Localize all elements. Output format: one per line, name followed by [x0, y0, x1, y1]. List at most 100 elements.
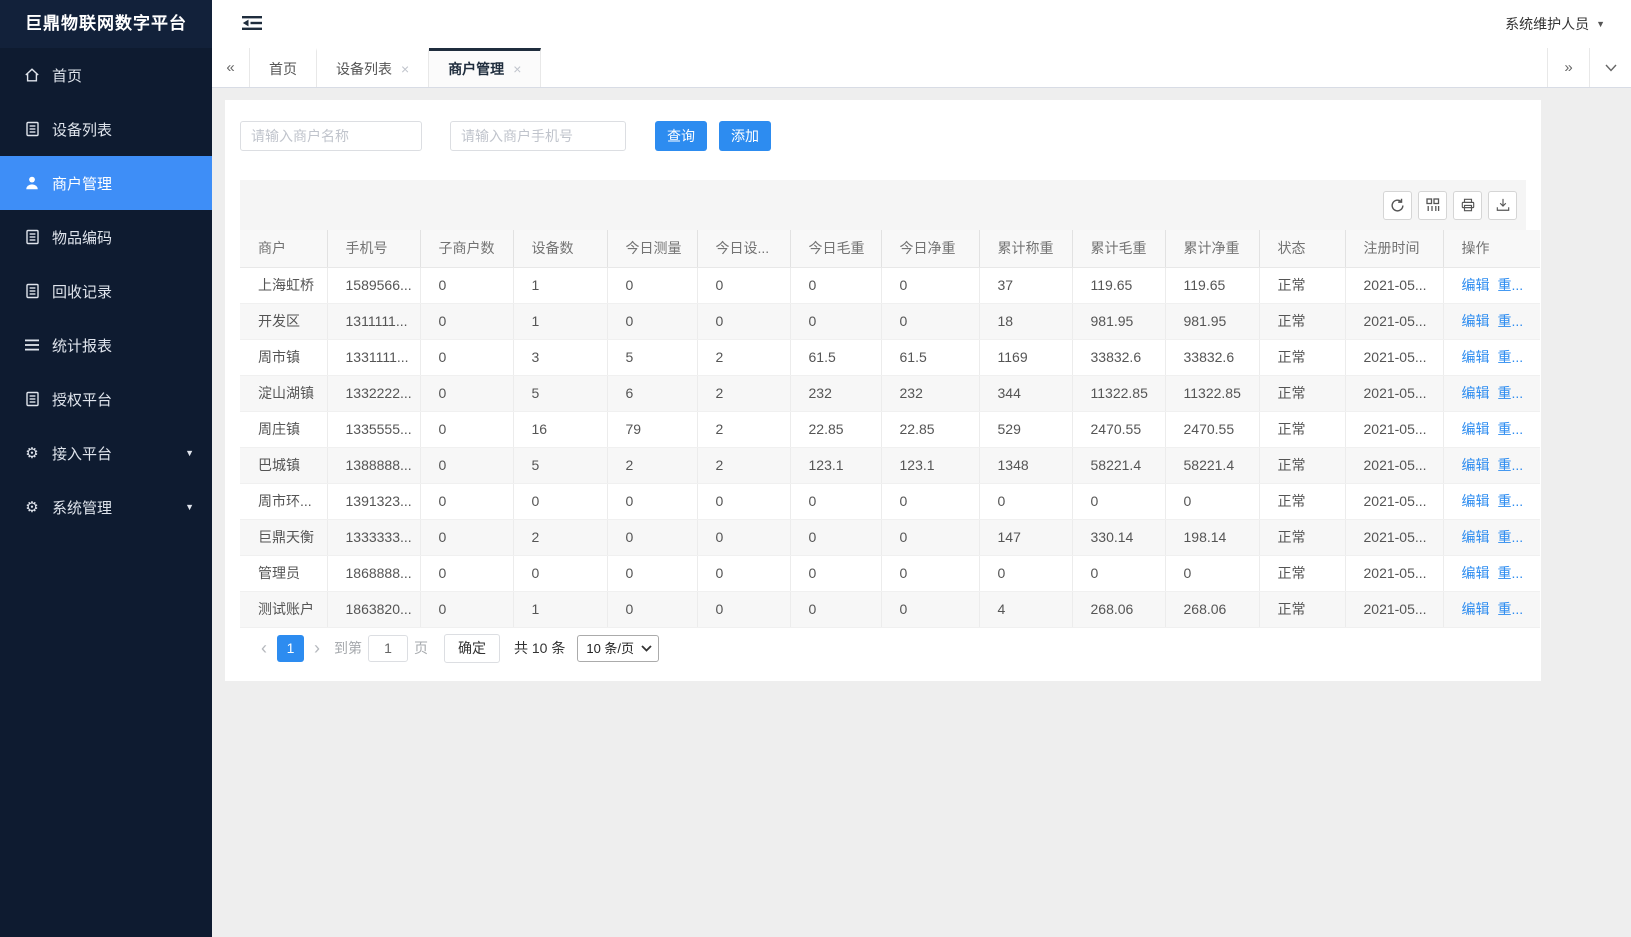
table-cell: 0 [1165, 483, 1260, 520]
refresh-button[interactable] [1383, 190, 1412, 220]
table-cell: 1332222... [327, 375, 421, 412]
edit-link[interactable]: 编辑 [1461, 601, 1490, 617]
page-size-select[interactable]: 10 条/页 [577, 634, 660, 662]
table-cell: 0 [790, 519, 882, 556]
tab-device-list[interactable]: 设备列表 × [317, 48, 430, 87]
table-cell: 18 [979, 303, 1073, 340]
reset-link[interactable]: 重... [1497, 421, 1524, 437]
reset-link[interactable]: 重... [1497, 493, 1524, 509]
table-toolbar [240, 180, 1526, 230]
table-cell: 0 [420, 447, 514, 484]
table-cell: 上海虹桥 [240, 267, 328, 304]
table-cell: 周庄镇 [240, 411, 328, 448]
table-cell: 2021-05... [1345, 267, 1444, 304]
edit-link[interactable]: 编辑 [1461, 277, 1490, 293]
table-row: 测试账户 1863820... 0 1 0 0 0 0 4 268.06 268.06 正常 2021-… [240, 591, 1540, 628]
pagination-next-button[interactable]: › [306, 638, 328, 659]
table-cell: 0 [979, 555, 1073, 592]
toggle-columns-button[interactable] [1418, 190, 1447, 220]
close-icon[interactable]: × [401, 61, 410, 77]
edit-link[interactable]: 编辑 [1461, 457, 1490, 473]
actions-cell: 编辑 重... [1443, 591, 1540, 628]
pagination-page-1-button[interactable]: 1 [277, 634, 304, 662]
table-cell: 0 [1165, 555, 1260, 592]
edit-link[interactable]: 编辑 [1461, 565, 1490, 581]
table-cell: 2470.55 [1165, 411, 1260, 448]
goto-confirm-button[interactable]: 确定 [444, 633, 500, 663]
table-cell: 0 [881, 303, 980, 340]
table-cell: 1388888... [327, 447, 421, 484]
edit-link[interactable]: 编辑 [1461, 349, 1490, 365]
reset-link[interactable]: 重... [1497, 529, 1524, 545]
table-row: 上海虹桥 1589566... 0 1 0 0 0 0 37 119.65 119.65 正常 2021… [240, 267, 1540, 304]
table-cell: 58221.4 [1165, 447, 1260, 484]
reset-link[interactable]: 重... [1497, 565, 1524, 581]
tab-home[interactable]: 首页 [250, 48, 317, 87]
pagination-prev-button[interactable]: ‹ [253, 638, 275, 659]
table-cell: 1 [513, 267, 608, 304]
actions-cell: 编辑 重... [1443, 519, 1540, 556]
column-header: 累计净重 [1165, 230, 1260, 268]
sidebar-item-authorized-platform[interactable]: 授权平台 [0, 372, 212, 426]
tabs-menu-button[interactable] [1589, 48, 1631, 87]
sidebar-item-label: 首页 [52, 67, 83, 85]
table-cell: 2021-05... [1345, 483, 1444, 520]
table-cell: 11322.85 [1072, 375, 1166, 412]
user-menu[interactable]: 系统维护人员 ▼ [1505, 14, 1605, 34]
table-cell: 147 [979, 519, 1073, 556]
query-button[interactable]: 查询 [655, 121, 707, 151]
table-cell: 0 [420, 303, 514, 340]
sidebar-collapse-button[interactable] [242, 15, 262, 34]
edit-link[interactable]: 编辑 [1461, 421, 1490, 437]
sidebar-item-device-list[interactable]: 设备列表 [0, 102, 212, 156]
export-button[interactable] [1488, 190, 1517, 220]
sidebar-item-system-management[interactable]: ⚙ 系统管理 ▼ [0, 480, 212, 534]
sidebar-item-statistics-report[interactable]: 统计报表 [0, 318, 212, 372]
sidebar-item-item-code[interactable]: 物品编码 [0, 210, 212, 264]
edit-link[interactable]: 编辑 [1461, 385, 1490, 401]
sidebar-item-recycle-records[interactable]: 回收记录 [0, 264, 212, 318]
tabs-scroll-right-button[interactable]: » [1547, 48, 1589, 87]
merchant-phone-input[interactable] [450, 121, 626, 151]
table-cell: 0 [790, 591, 882, 628]
caret-down-icon: ▼ [1596, 19, 1605, 29]
sidebar-item-home[interactable]: 首页 [0, 48, 212, 102]
table-cell: 2021-05... [1345, 339, 1444, 376]
table-cell: 2 [697, 447, 791, 484]
table-cell: 0 [607, 267, 698, 304]
table-cell: 5 [513, 375, 608, 412]
table-cell: 0 [881, 483, 980, 520]
tab-merchant-management[interactable]: 商户管理 × [429, 48, 542, 87]
column-header: 累计毛重 [1072, 230, 1166, 268]
sidebar-item-merchant-management[interactable]: 商户管理 [0, 156, 212, 210]
edit-link[interactable]: 编辑 [1461, 313, 1490, 329]
table-cell: 123.1 [790, 447, 882, 484]
print-button[interactable] [1453, 190, 1482, 220]
table-cell: 1348 [979, 447, 1073, 484]
doc-icon [22, 283, 42, 299]
table-cell: 0 [790, 555, 882, 592]
reset-link[interactable]: 重... [1497, 277, 1524, 293]
table-cell: 0 [697, 519, 791, 556]
reset-link[interactable]: 重... [1497, 457, 1524, 473]
edit-link[interactable]: 编辑 [1461, 529, 1490, 545]
table-cell: 1863820... [327, 591, 421, 628]
merchant-name-input[interactable] [240, 121, 422, 151]
table-cell: 正常 [1259, 591, 1346, 628]
goto-page-input[interactable] [368, 634, 408, 662]
close-icon[interactable]: × [513, 61, 522, 77]
table-cell: 0 [697, 591, 791, 628]
table-cell: 79 [607, 411, 698, 448]
table-cell: 0 [607, 555, 698, 592]
sidebar-item-access-platform[interactable]: ⚙ 接入平台 ▼ [0, 426, 212, 480]
add-button[interactable]: 添加 [719, 121, 771, 151]
reset-link[interactable]: 重... [1497, 601, 1524, 617]
table-cell: 268.06 [1072, 591, 1166, 628]
reset-link[interactable]: 重... [1497, 349, 1524, 365]
edit-link[interactable]: 编辑 [1461, 493, 1490, 509]
tabs-scroll-left-button[interactable]: « [212, 48, 250, 87]
reset-link[interactable]: 重... [1497, 385, 1524, 401]
reset-link[interactable]: 重... [1497, 313, 1524, 329]
doc-icon [22, 391, 42, 407]
